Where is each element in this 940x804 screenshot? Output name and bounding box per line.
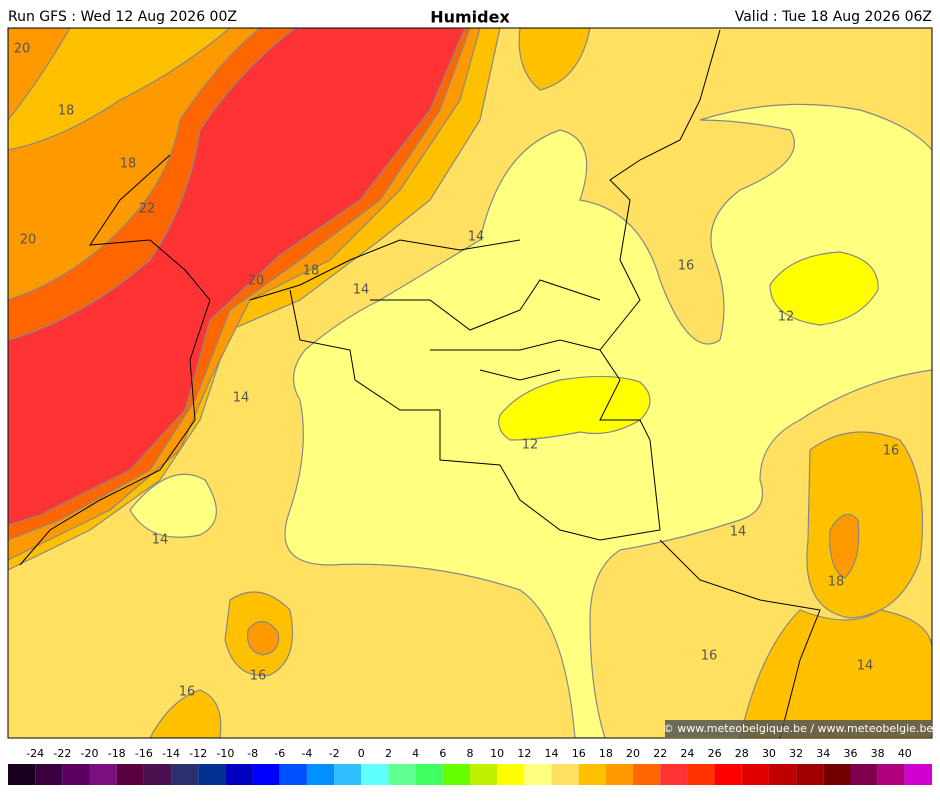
colorbar-box (633, 764, 661, 785)
contour-label: 18 (828, 575, 845, 590)
colorbar-box (904, 764, 932, 785)
colorbar-label: 4 (412, 747, 419, 760)
colorbar-label: 24 (680, 747, 694, 760)
colorbar-label: 14 (545, 747, 559, 760)
colorbar-label: -18 (108, 747, 126, 760)
run-label: Run GFS : Wed 12 Aug 2026 00Z (8, 9, 237, 25)
colorbar-label: 40 (898, 747, 912, 760)
colorbar-label: 20 (626, 747, 640, 760)
contour-label: 20 (248, 274, 265, 289)
contour-label: 16 (179, 685, 196, 700)
credit: © www.meteobelgique.be / www.meteobelgie… (663, 722, 934, 735)
colorbar-label: 36 (843, 747, 857, 760)
contour-label: 14 (233, 391, 250, 406)
contour-label: 14 (468, 230, 485, 245)
colorbar-label: 18 (599, 747, 613, 760)
colorbar-box (252, 764, 280, 785)
contour-label: 14 (353, 283, 370, 298)
colorbar-box (442, 764, 470, 785)
colorbar-box (660, 764, 688, 785)
colorbar-box (198, 764, 226, 785)
contour-label: 20 (20, 233, 37, 248)
colorbar-box (850, 764, 878, 785)
map-frame (7, 27, 933, 739)
colorbar-box (225, 764, 253, 785)
contour-label: 20 (14, 42, 31, 57)
valid-label: Valid : Tue 18 Aug 2026 06Z (735, 9, 932, 25)
contour-labels: 20 18 18 22 20 14 16 20 18 14 12 14 12 1… (14, 42, 900, 700)
colorbar-box (578, 764, 606, 785)
colorbar-label: 16 (572, 747, 586, 760)
colorbar-box (687, 764, 715, 785)
colorbar-label: -2 (329, 747, 340, 760)
contour-label: 18 (58, 104, 75, 119)
colorbar-label: -6 (274, 747, 285, 760)
contour-label: 16 (883, 444, 900, 459)
contour-label: 12 (522, 438, 539, 453)
colorbar-box (334, 764, 362, 785)
contour-label: 14 (730, 525, 747, 540)
contour-label: 14 (857, 659, 874, 674)
contour-label: 14 (152, 533, 169, 548)
colorbar-label: -8 (247, 747, 258, 760)
colorbar-box (279, 764, 307, 785)
colorbar-label: -20 (81, 747, 99, 760)
colorbar-box (415, 764, 443, 785)
colorbar-box (8, 764, 36, 785)
colorbar-box (306, 764, 335, 785)
contour-label: 18 (303, 264, 320, 279)
colorbar: -24 -22 -20 -18 -16 -14 -12 -10 -8 -6 -4 -2 0 2 4 6 8 10 1… (8, 747, 932, 785)
colorbar-box (388, 764, 416, 785)
contour-label: 12 (778, 310, 795, 325)
colorbar-box (171, 764, 199, 785)
colorbar-label: 34 (816, 747, 830, 760)
colorbar-label: 38 (871, 747, 885, 760)
colorbar-box (143, 764, 172, 785)
colorbar-box (470, 764, 498, 785)
colorbar-label: 0 (358, 747, 365, 760)
contour-label: 16 (701, 649, 718, 664)
colorbar-box (741, 764, 769, 785)
colorbar-box (62, 764, 90, 785)
colorbar-box (768, 764, 797, 785)
credit-box (665, 720, 931, 737)
contour-label: 16 (678, 259, 695, 274)
map (8, 28, 932, 738)
map-title: Humidex (430, 8, 510, 27)
colorbar-label: 30 (762, 747, 776, 760)
colorbar-label: -16 (135, 747, 153, 760)
colorbar-label: -12 (189, 747, 207, 760)
colorbar-label: -4 (301, 747, 312, 760)
colorbar-label: 12 (517, 747, 531, 760)
colorbar-label: 26 (708, 747, 722, 760)
colorbar-label: 10 (490, 747, 504, 760)
colorbar-label: 28 (735, 747, 749, 760)
colorbar-label: 2 (385, 747, 392, 760)
colorbar-box (714, 764, 742, 785)
colorbar-label: 22 (653, 747, 667, 760)
colorbar-box (551, 764, 579, 785)
colorbar-box (796, 764, 824, 785)
colorbar-box (605, 764, 634, 785)
colorbar-label: 32 (789, 747, 803, 760)
colorbar-label: 6 (439, 747, 446, 760)
colorbar-box (823, 764, 851, 785)
colorbar-box (116, 764, 144, 785)
contour-label: 22 (139, 202, 156, 217)
colorbar-box (89, 764, 117, 785)
colorbar-box (877, 764, 905, 785)
colorbar-label: 8 (467, 747, 474, 760)
colorbar-box (361, 764, 389, 785)
colorbar-box (35, 764, 63, 785)
colorbar-box (524, 764, 552, 785)
colorbar-box (497, 764, 525, 785)
colorbar-label: -22 (53, 747, 71, 760)
contour-label: 16 (250, 669, 267, 684)
contour-label: 18 (120, 157, 137, 172)
colorbar-label: -24 (26, 747, 44, 760)
colorbar-label: -10 (216, 747, 234, 760)
colorbar-label: -14 (162, 747, 180, 760)
